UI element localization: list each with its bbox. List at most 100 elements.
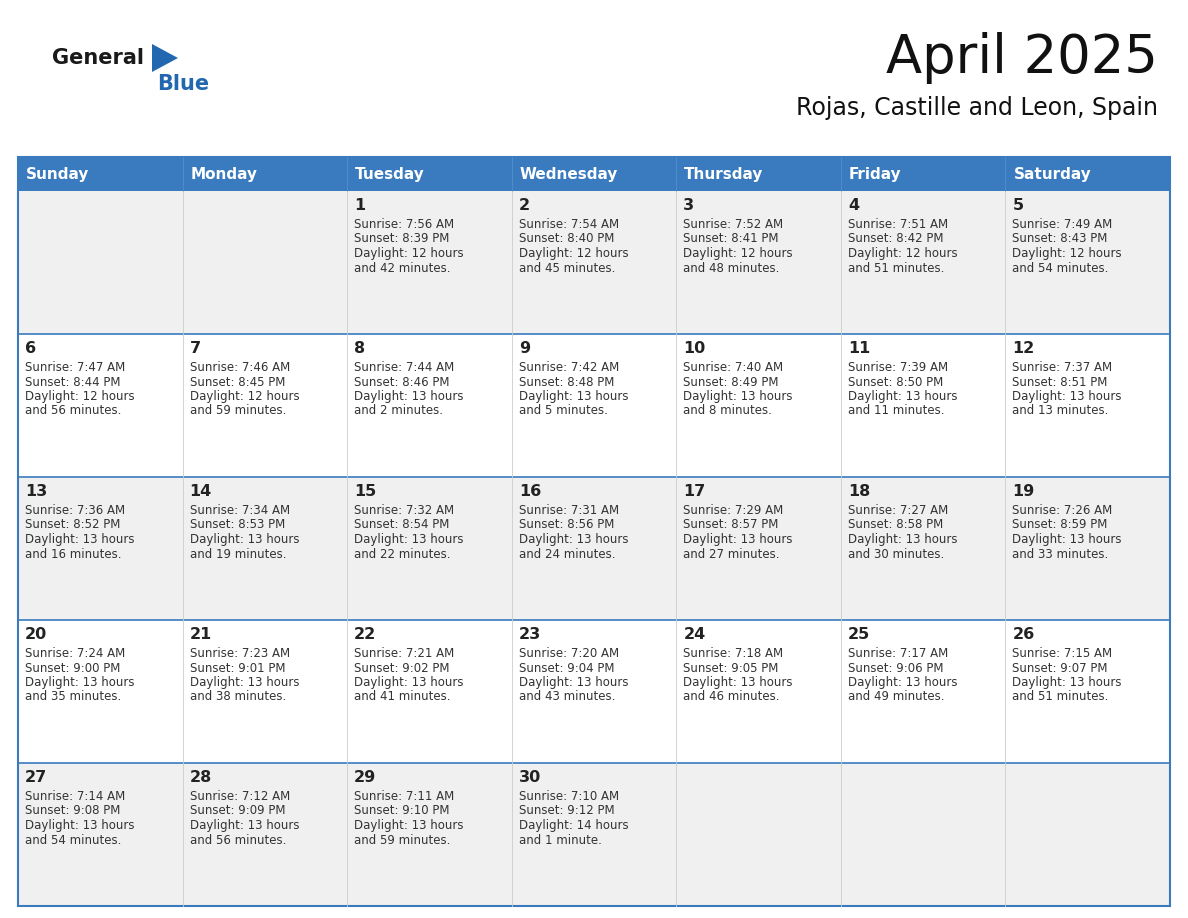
Text: Sunrise: 7:44 AM: Sunrise: 7:44 AM — [354, 361, 454, 374]
Text: 17: 17 — [683, 484, 706, 499]
Text: Daylight: 13 hours: Daylight: 13 hours — [190, 533, 299, 546]
Text: Daylight: 12 hours: Daylight: 12 hours — [848, 247, 958, 260]
Text: Sunset: 8:39 PM: Sunset: 8:39 PM — [354, 232, 449, 245]
Text: Sunset: 8:57 PM: Sunset: 8:57 PM — [683, 519, 778, 532]
Text: 14: 14 — [190, 484, 211, 499]
Text: and 48 minutes.: and 48 minutes. — [683, 262, 779, 274]
Text: Sunrise: 7:14 AM: Sunrise: 7:14 AM — [25, 790, 125, 803]
Text: Daylight: 13 hours: Daylight: 13 hours — [683, 676, 792, 689]
Text: 20: 20 — [25, 627, 48, 642]
Bar — [18, 334, 1170, 477]
Text: Sunset: 9:10 PM: Sunset: 9:10 PM — [354, 804, 449, 818]
Text: 3: 3 — [683, 198, 695, 213]
Text: Sunrise: 7:49 AM: Sunrise: 7:49 AM — [1012, 218, 1113, 231]
Text: Sunset: 8:54 PM: Sunset: 8:54 PM — [354, 519, 449, 532]
Text: and 35 minutes.: and 35 minutes. — [25, 690, 121, 703]
Text: and 49 minutes.: and 49 minutes. — [848, 690, 944, 703]
Text: Daylight: 13 hours: Daylight: 13 hours — [1012, 676, 1121, 689]
Text: Daylight: 14 hours: Daylight: 14 hours — [519, 819, 628, 832]
Text: Daylight: 13 hours: Daylight: 13 hours — [848, 533, 958, 546]
Text: Sunrise: 7:26 AM: Sunrise: 7:26 AM — [1012, 504, 1113, 517]
Text: Daylight: 13 hours: Daylight: 13 hours — [190, 676, 299, 689]
Text: and 5 minutes.: and 5 minutes. — [519, 405, 607, 418]
Text: Sunset: 8:41 PM: Sunset: 8:41 PM — [683, 232, 779, 245]
Text: Sunrise: 7:36 AM: Sunrise: 7:36 AM — [25, 504, 125, 517]
Text: 11: 11 — [848, 341, 870, 356]
Bar — [18, 157, 1170, 191]
Text: Blue: Blue — [157, 74, 209, 94]
Text: Daylight: 13 hours: Daylight: 13 hours — [354, 390, 463, 403]
Text: Sunrise: 7:21 AM: Sunrise: 7:21 AM — [354, 647, 454, 660]
Text: and 59 minutes.: and 59 minutes. — [190, 405, 286, 418]
Text: and 16 minutes.: and 16 minutes. — [25, 547, 121, 561]
Text: 16: 16 — [519, 484, 541, 499]
Text: Daylight: 13 hours: Daylight: 13 hours — [25, 533, 134, 546]
Text: 28: 28 — [190, 770, 211, 785]
Text: Daylight: 13 hours: Daylight: 13 hours — [519, 676, 628, 689]
Text: Daylight: 13 hours: Daylight: 13 hours — [25, 819, 134, 832]
Text: 13: 13 — [25, 484, 48, 499]
Text: Daylight: 12 hours: Daylight: 12 hours — [190, 390, 299, 403]
Text: 7: 7 — [190, 341, 201, 356]
Text: Sunset: 8:48 PM: Sunset: 8:48 PM — [519, 375, 614, 388]
Text: Daylight: 13 hours: Daylight: 13 hours — [354, 819, 463, 832]
Text: Sunrise: 7:37 AM: Sunrise: 7:37 AM — [1012, 361, 1112, 374]
Text: and 54 minutes.: and 54 minutes. — [25, 834, 121, 846]
Text: and 41 minutes.: and 41 minutes. — [354, 690, 450, 703]
Text: Sunset: 9:08 PM: Sunset: 9:08 PM — [25, 804, 120, 818]
Text: Sunday: Sunday — [26, 166, 89, 182]
Text: Daylight: 13 hours: Daylight: 13 hours — [190, 819, 299, 832]
Text: and 13 minutes.: and 13 minutes. — [1012, 405, 1108, 418]
Text: Sunrise: 7:17 AM: Sunrise: 7:17 AM — [848, 647, 948, 660]
Text: Sunrise: 7:54 AM: Sunrise: 7:54 AM — [519, 218, 619, 231]
Text: Daylight: 13 hours: Daylight: 13 hours — [25, 676, 134, 689]
Text: and 46 minutes.: and 46 minutes. — [683, 690, 779, 703]
Text: Daylight: 12 hours: Daylight: 12 hours — [354, 247, 463, 260]
Text: 18: 18 — [848, 484, 870, 499]
Text: Sunset: 9:04 PM: Sunset: 9:04 PM — [519, 662, 614, 675]
Text: Sunset: 8:42 PM: Sunset: 8:42 PM — [848, 232, 943, 245]
Text: Sunset: 8:56 PM: Sunset: 8:56 PM — [519, 519, 614, 532]
Text: 15: 15 — [354, 484, 377, 499]
Text: Sunrise: 7:11 AM: Sunrise: 7:11 AM — [354, 790, 454, 803]
Text: Sunrise: 7:18 AM: Sunrise: 7:18 AM — [683, 647, 783, 660]
Text: Daylight: 13 hours: Daylight: 13 hours — [1012, 533, 1121, 546]
Text: 30: 30 — [519, 770, 541, 785]
Text: 21: 21 — [190, 627, 211, 642]
Text: Sunrise: 7:42 AM: Sunrise: 7:42 AM — [519, 361, 619, 374]
Text: Sunset: 9:07 PM: Sunset: 9:07 PM — [1012, 662, 1108, 675]
Text: and 45 minutes.: and 45 minutes. — [519, 262, 615, 274]
Text: Sunset: 8:40 PM: Sunset: 8:40 PM — [519, 232, 614, 245]
Text: 29: 29 — [354, 770, 377, 785]
Text: Sunrise: 7:32 AM: Sunrise: 7:32 AM — [354, 504, 454, 517]
Text: Sunrise: 7:56 AM: Sunrise: 7:56 AM — [354, 218, 454, 231]
Text: Thursday: Thursday — [684, 166, 764, 182]
Text: Saturday: Saturday — [1013, 166, 1092, 182]
Text: 26: 26 — [1012, 627, 1035, 642]
Text: 24: 24 — [683, 627, 706, 642]
Text: Daylight: 13 hours: Daylight: 13 hours — [354, 676, 463, 689]
Text: Sunset: 9:06 PM: Sunset: 9:06 PM — [848, 662, 943, 675]
Text: Daylight: 13 hours: Daylight: 13 hours — [848, 390, 958, 403]
Text: Daylight: 13 hours: Daylight: 13 hours — [683, 533, 792, 546]
Text: and 56 minutes.: and 56 minutes. — [190, 834, 286, 846]
Bar — [18, 157, 1170, 906]
Text: Sunset: 9:01 PM: Sunset: 9:01 PM — [190, 662, 285, 675]
Text: and 42 minutes.: and 42 minutes. — [354, 262, 450, 274]
Text: and 8 minutes.: and 8 minutes. — [683, 405, 772, 418]
Bar — [18, 763, 1170, 906]
Text: Sunrise: 7:24 AM: Sunrise: 7:24 AM — [25, 647, 125, 660]
Text: Sunset: 9:00 PM: Sunset: 9:00 PM — [25, 662, 120, 675]
Text: and 19 minutes.: and 19 minutes. — [190, 547, 286, 561]
Text: Sunset: 9:05 PM: Sunset: 9:05 PM — [683, 662, 778, 675]
Text: Friday: Friday — [849, 166, 902, 182]
Text: Daylight: 13 hours: Daylight: 13 hours — [683, 390, 792, 403]
Text: Tuesday: Tuesday — [355, 166, 425, 182]
Text: and 1 minute.: and 1 minute. — [519, 834, 601, 846]
Text: 22: 22 — [354, 627, 377, 642]
Text: Daylight: 13 hours: Daylight: 13 hours — [354, 533, 463, 546]
Text: Rojas, Castille and Leon, Spain: Rojas, Castille and Leon, Spain — [796, 96, 1158, 120]
Text: 23: 23 — [519, 627, 541, 642]
Text: Sunrise: 7:20 AM: Sunrise: 7:20 AM — [519, 647, 619, 660]
Text: Daylight: 12 hours: Daylight: 12 hours — [25, 390, 134, 403]
